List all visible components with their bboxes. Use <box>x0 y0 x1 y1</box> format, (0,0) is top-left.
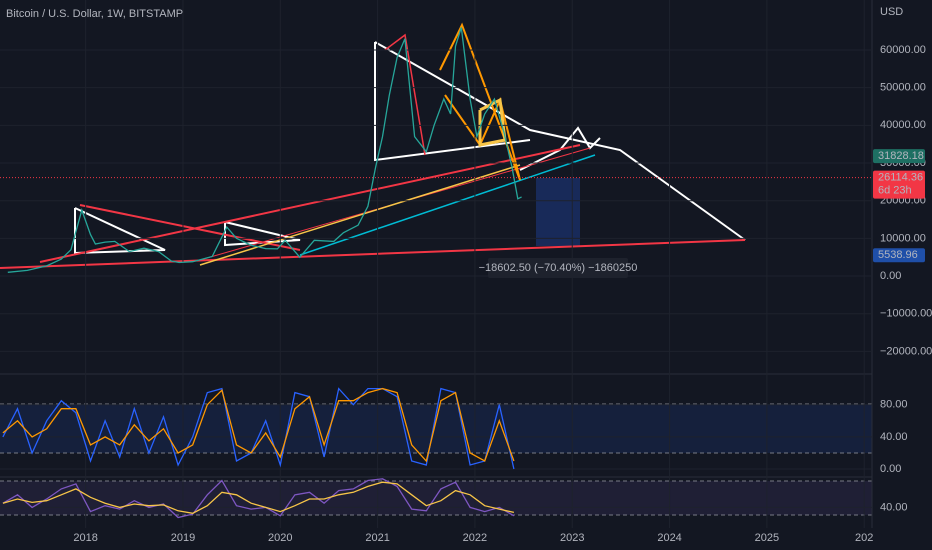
projection <box>519 126 601 171</box>
y-tick-label: 60000.00 <box>880 44 926 56</box>
measure-label-bg <box>488 258 628 278</box>
price-label-bg <box>873 170 925 199</box>
chart-title: Bitcoin / U.S. Dollar, 1W, BITSTAMP <box>6 8 183 20</box>
x-tick-label: 2022 <box>463 532 487 544</box>
y-tick-label: 10000.00 <box>880 232 926 244</box>
price-label: 31828.18 <box>878 150 924 162</box>
price-label-note: 6d 23h <box>878 185 912 197</box>
measure-label: −18602.50 (−70.40%) −1860250 <box>479 262 638 274</box>
series-line <box>2 387 515 463</box>
triangle <box>74 207 166 255</box>
x-tick-label: 2021 <box>365 532 389 544</box>
trendline <box>79 204 301 251</box>
y-tick-label: 40000.00 <box>880 119 926 131</box>
y-tick-label: 0.00 <box>880 270 901 282</box>
price-label: 5538.96 <box>878 249 918 261</box>
x-tick-label: 2023 <box>560 532 584 544</box>
triangle <box>374 42 531 162</box>
rsi-band <box>0 481 872 515</box>
y-tick-label: −20000.00 <box>880 345 932 357</box>
pattern <box>478 97 507 147</box>
x-tick-label: 2020 <box>268 532 292 544</box>
x-tick-label: 202 <box>855 532 873 544</box>
y-tick-label: 80.00 <box>880 399 908 411</box>
price-label-bg <box>873 149 925 164</box>
pattern <box>384 33 426 156</box>
y-tick-label: −10000.00 <box>880 308 932 320</box>
x-tick-label: 2024 <box>657 532 681 544</box>
pattern <box>439 22 521 181</box>
trendline <box>0 239 746 269</box>
plot <box>0 0 872 528</box>
y-tick-label: 50000.00 <box>880 82 926 94</box>
x-tick-label: 2025 <box>755 532 779 544</box>
measure-box <box>536 178 580 246</box>
y-tick-label: 0.00 <box>880 463 901 475</box>
trendline <box>199 164 521 266</box>
trendline <box>39 144 581 263</box>
y-tick-label: 40.00 <box>880 431 908 443</box>
y-tick-label: 40.00 <box>880 501 908 513</box>
x-tick-label: 2018 <box>73 532 97 544</box>
series-line <box>2 478 515 519</box>
currency: USD <box>880 6 903 18</box>
x-tick-label: 2019 <box>171 532 195 544</box>
price-label-bg <box>873 248 925 263</box>
price-label: 26114.36 <box>878 172 923 184</box>
series-line <box>7 27 522 273</box>
series-line <box>2 481 515 514</box>
